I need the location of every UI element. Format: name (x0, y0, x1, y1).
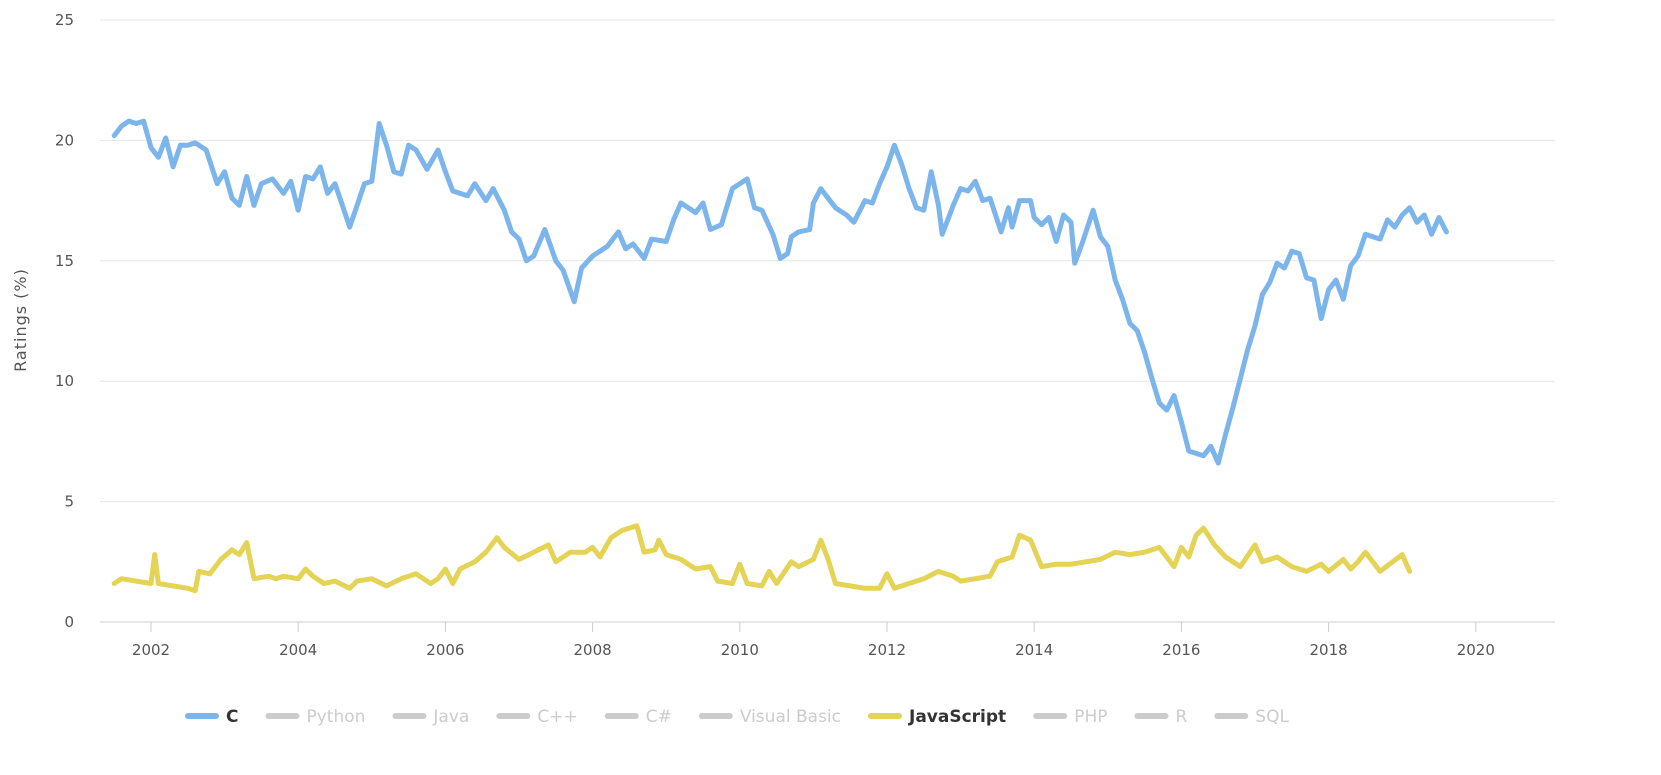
y-tick-label: 15 (55, 252, 74, 270)
legend-label: C# (646, 707, 672, 727)
y-tick-label: 25 (55, 11, 74, 29)
x-tick-label: 2020 (1457, 641, 1495, 659)
y-axis-title: Ratings (%) (11, 268, 30, 372)
series-line-javascript (111, 523, 1413, 594)
legend-label: Java (432, 707, 469, 727)
x-tick-label: 2004 (279, 641, 317, 659)
legend-item-cplusplus[interactable]: C++ (496, 707, 578, 727)
x-tick-label: 2014 (1015, 641, 1053, 659)
legend-item-python[interactable]: Python (265, 707, 365, 727)
y-tick-label: 0 (64, 613, 74, 631)
series-lines (111, 118, 1449, 594)
legend-item-r[interactable]: R (1134, 707, 1187, 727)
legend-item-c[interactable]: C (185, 707, 238, 727)
x-tick-label: 2016 (1162, 641, 1200, 659)
legend-item-sql[interactable]: SQL (1214, 707, 1289, 727)
legend-item-csharp[interactable]: C# (604, 707, 672, 727)
y-axis-ticks: 0 5 10 15 20 25 (55, 11, 74, 631)
legend-label: C++ (537, 707, 577, 727)
x-tick-label: 2018 (1310, 641, 1348, 659)
x-tick-label: 2008 (574, 641, 612, 659)
legend-label: Python (306, 707, 365, 727)
y-tick-label: 20 (55, 131, 74, 149)
legend-label: PHP (1074, 707, 1107, 727)
y-tick-label: 5 (64, 493, 74, 511)
legend: C Python Java C++ C# Visual Basic JavaScript PH… (185, 707, 1289, 727)
series-line-c (111, 118, 1449, 466)
grid-lines (100, 19, 1555, 503)
legend-label: Visual Basic (740, 707, 841, 727)
y-tick-label: 10 (55, 372, 74, 390)
legend-label: JavaScript (908, 707, 1006, 727)
legend-item-php[interactable]: PHP (1033, 707, 1107, 727)
legend-label: R (1175, 707, 1187, 727)
x-tick-label: 2010 (721, 641, 759, 659)
x-tick-label: 2002 (132, 641, 170, 659)
x-tick-label: 2006 (426, 641, 464, 659)
legend-label: C (226, 707, 238, 727)
x-axis-ticks: 2002 2004 2006 2008 2010 2012 2014 2016 2018 2020 (132, 622, 1495, 659)
x-tick-label: 2012 (868, 641, 906, 659)
legend-item-java[interactable]: Java (392, 707, 469, 727)
legend-item-visual-basic[interactable]: Visual Basic (698, 707, 841, 727)
legend-item-javascript[interactable]: JavaScript (868, 707, 1006, 727)
legend-label: SQL (1255, 707, 1289, 727)
